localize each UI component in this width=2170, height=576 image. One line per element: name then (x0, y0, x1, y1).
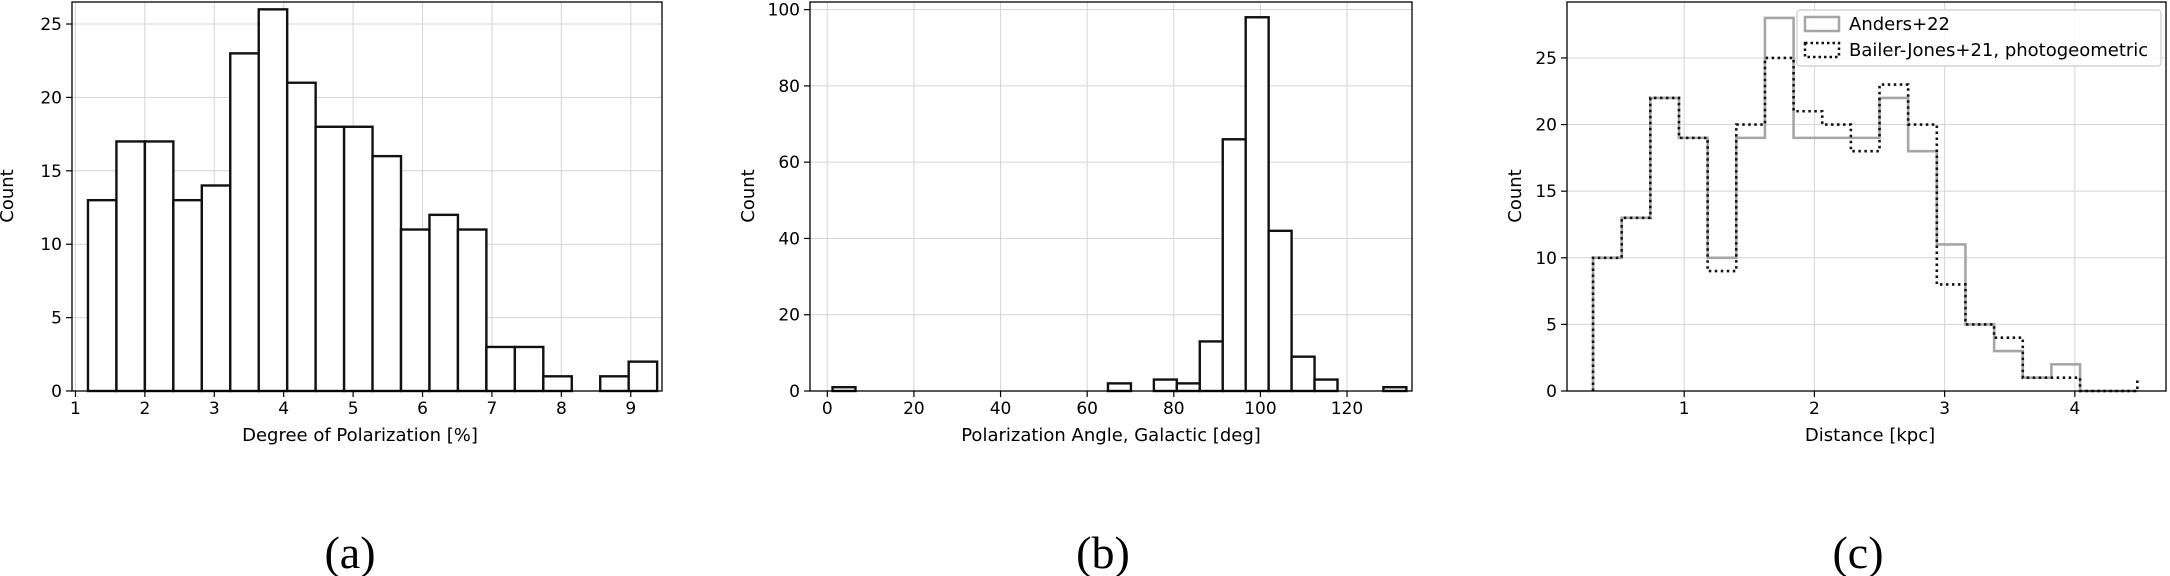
histogram-bar (428, 213, 460, 393)
histogram-bar (342, 125, 374, 393)
histogram-bar (172, 198, 203, 393)
x-tick-label: 6 (417, 399, 428, 419)
step-line-anders (1591, 16, 2138, 393)
histogram-bar (399, 228, 431, 393)
histogram-bar (627, 360, 659, 393)
x-tick-label: 3 (209, 399, 220, 419)
x-tick-label: 120 (1331, 399, 1363, 419)
histogram-bar (314, 125, 346, 393)
plot-frame (809, 1, 1413, 392)
histogram-polarization-angle: 0 20 40 60 80 100 120 0 20 40 60 80 100 (768, 1, 1413, 419)
histogram-bar (1313, 378, 1339, 393)
ylabel-a: Count (0, 169, 18, 222)
histogram-bar (229, 52, 260, 393)
histogram-bar (1106, 382, 1133, 393)
histogram-bar (1221, 138, 1247, 393)
histogram-bar (1267, 229, 1293, 393)
x-tick-label: 4 (2069, 399, 2080, 419)
y-tick-label: 0 (51, 382, 62, 402)
panel-label-b: (b) (1076, 527, 1130, 576)
histogram-bar (456, 228, 488, 393)
histogram-bar (86, 198, 118, 393)
y-tick-label: 10 (1535, 249, 1557, 269)
histogram-bar (485, 345, 517, 393)
ylabel-c: Count (1505, 169, 1526, 222)
x-tick-label: 9 (625, 399, 636, 419)
legend: Anders+22 Bailer-Jones+21, photogeometri… (1796, 9, 2162, 67)
y-tick-label: 15 (1535, 182, 1557, 202)
histogram-bar (285, 81, 317, 393)
histogram-bar (200, 184, 232, 393)
y-tick-label: 80 (778, 77, 800, 97)
xlabel-c: Distance [kpc] (1805, 425, 1935, 446)
x-tick-label: 1 (70, 399, 81, 419)
histogram-bar (1152, 378, 1179, 393)
y-tick-label: 15 (40, 162, 62, 182)
panel-label-a: (a) (324, 527, 375, 576)
plot-frame (1566, 1, 2167, 392)
y-tick-label: 25 (40, 15, 62, 35)
step-line-bailer-jones (1591, 56, 2139, 393)
y-tick-label: 0 (1546, 382, 1557, 402)
y-tick-label: 100 (768, 1, 800, 21)
histogram-bar (1198, 340, 1224, 393)
x-tick-label: 2 (139, 399, 150, 419)
y-tick-label: 10 (40, 235, 62, 255)
x-tick-label: 4 (278, 399, 289, 419)
histogram-bar (599, 375, 630, 393)
x-tick-label: 40 (990, 399, 1012, 419)
x-tick-label: 0 (822, 399, 833, 419)
x-tick-label: 7 (487, 399, 498, 419)
x-tick-label: 8 (556, 399, 567, 419)
y-tick-label: 5 (51, 309, 62, 329)
histogram-degree-of-polarization: 1 2 3 4 5 6 7 8 9 0 5 10 15 20 25 (40, 1, 663, 419)
y-tick-label: 25 (1535, 49, 1557, 69)
x-tick-label: 100 (1244, 399, 1276, 419)
histogram-bar (1244, 16, 1270, 393)
histogram-bar (1290, 355, 1316, 393)
ylabel-b: Count (738, 169, 759, 222)
x-tick-label: 2 (1809, 399, 1820, 419)
x-tick-label: 20 (903, 399, 925, 419)
xlabel-a: Degree of Polarization [%] (242, 425, 478, 446)
x-tick-label: 1 (1679, 399, 1690, 419)
x-tick-label: 5 (348, 399, 359, 419)
x-tick-label: 3 (1939, 399, 1950, 419)
x-tick-label: 60 (1076, 399, 1098, 419)
histogram-bar (115, 140, 147, 393)
histogram-bar (513, 345, 545, 393)
histogram-bar (371, 154, 403, 393)
y-tick-label: 40 (778, 229, 800, 249)
legend-label-bailer-jones: Bailer-Jones+21, photogeometric (1849, 40, 2148, 61)
y-tick-label: 60 (778, 153, 800, 173)
histogram-bar (257, 8, 289, 393)
legend-swatch-anders (1803, 15, 1841, 33)
legend-frame (1796, 9, 2162, 67)
y-tick-label: 20 (40, 88, 62, 108)
legend-swatch-bailer-jones (1803, 41, 1841, 59)
histogram-bar (1175, 382, 1201, 393)
plot-frame (71, 1, 663, 392)
y-tick-label: 5 (1546, 315, 1557, 335)
y-tick-label: 20 (778, 306, 800, 326)
histogram-bar (143, 140, 175, 393)
panel-label-c: (c) (1832, 527, 1883, 576)
x-tick-label: 80 (1163, 399, 1185, 419)
xlabel-b: Polarization Angle, Galactic [deg] (961, 425, 1261, 446)
y-tick-label: 0 (789, 382, 800, 402)
legend-label-anders: Anders+22 (1849, 14, 1950, 35)
histogram-bar (542, 375, 573, 393)
y-tick-label: 20 (1535, 116, 1557, 136)
